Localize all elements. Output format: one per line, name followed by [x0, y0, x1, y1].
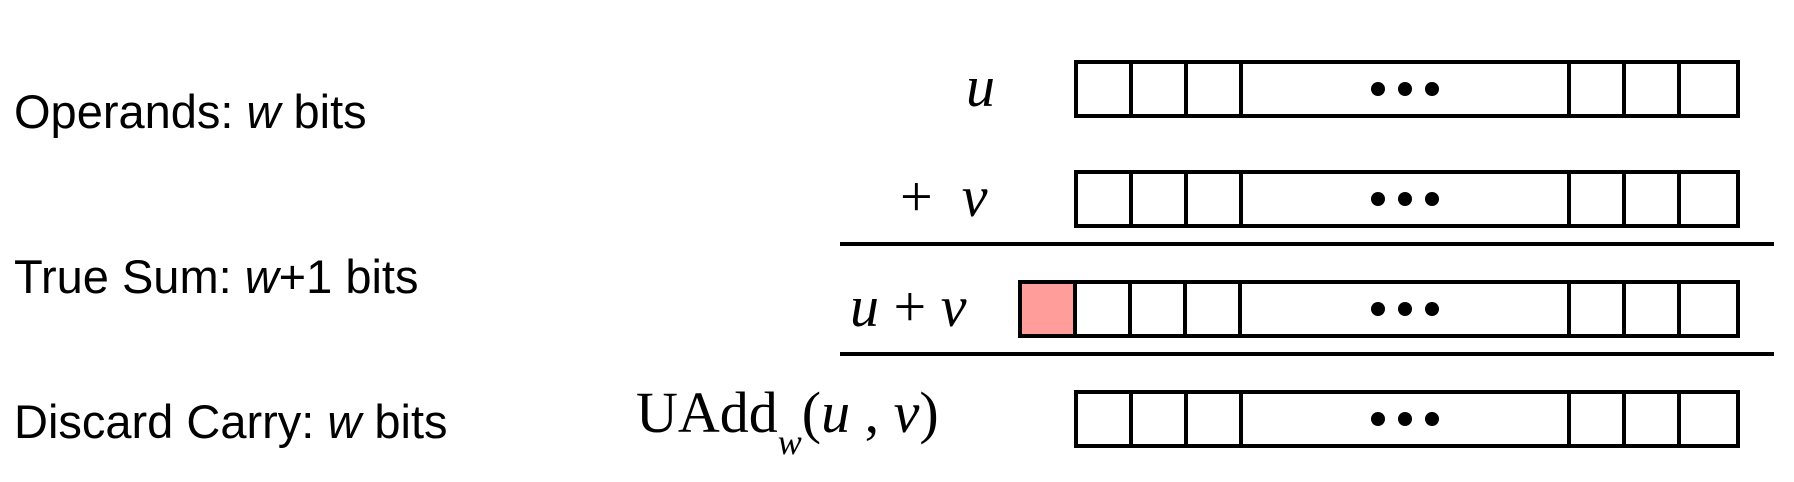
- bit-cell: [1681, 64, 1736, 114]
- bit-cell: [1187, 284, 1242, 334]
- bit-cell: [1078, 394, 1133, 444]
- ellipsis-dot: [1371, 192, 1385, 206]
- bit-cell: [1681, 284, 1736, 334]
- ellipsis-dot: [1370, 302, 1385, 316]
- bit-cell: [1626, 394, 1681, 444]
- bit-cell: [1626, 284, 1681, 334]
- operand-v-bits: [1074, 170, 1740, 228]
- discard-carry-label: Discard Carry: w bits: [14, 395, 448, 448]
- operand-v-expression: + v: [900, 164, 988, 229]
- ellipsis-dot: [1371, 82, 1385, 96]
- true-sum-bits: [1018, 280, 1740, 338]
- bit-cell: [1571, 394, 1626, 444]
- ellipsis-dot: [1425, 192, 1439, 206]
- operands-label: Operands: w bits: [14, 85, 367, 138]
- uadd-expression: UAddw(u , v): [636, 380, 939, 462]
- bit-cell: [1133, 174, 1188, 224]
- true-sum-expression: u + v: [850, 274, 967, 339]
- bit-cell: [1132, 284, 1187, 334]
- ellipsis-dot: [1398, 412, 1412, 426]
- true-sum-label: True Sum: w+1 bits: [14, 250, 419, 303]
- ellipsis-dot: [1425, 82, 1439, 96]
- ellipsis-dot: [1397, 302, 1412, 316]
- bit-cell: [1571, 174, 1626, 224]
- ellipsis-cell: [1243, 64, 1571, 114]
- sum-rule-top: [840, 242, 1774, 246]
- ellipsis-cell: [1243, 394, 1571, 444]
- bit-cell: [1571, 64, 1626, 114]
- ellipsis-dot: [1398, 192, 1412, 206]
- bit-cell: [1188, 394, 1243, 444]
- bit-cell: [1078, 64, 1133, 114]
- ellipsis-dot: [1398, 82, 1412, 96]
- ellipsis-cell: [1243, 174, 1571, 224]
- bit-cell: [1188, 64, 1243, 114]
- operand-u-bits: [1074, 60, 1740, 118]
- bit-cell: [1133, 394, 1188, 444]
- bit-cell: [1626, 174, 1681, 224]
- bit-cell: [1078, 174, 1133, 224]
- sum-rule-bottom: [840, 352, 1774, 356]
- bit-cell: [1571, 284, 1626, 334]
- bit-cell: [1626, 64, 1681, 114]
- bit-cell: [1681, 394, 1736, 444]
- ellipsis-cell: [1242, 284, 1571, 334]
- bit-cell: [1188, 174, 1243, 224]
- carry-bit-cell: [1022, 284, 1077, 334]
- operand-u-expression: u: [966, 54, 995, 119]
- ellipsis-dot: [1425, 412, 1439, 426]
- ellipsis-dot: [1424, 302, 1439, 316]
- ellipsis-dot: [1371, 412, 1385, 426]
- uadd-result-bits: [1074, 390, 1740, 448]
- bit-cell: [1133, 64, 1188, 114]
- bit-cell: [1077, 284, 1132, 334]
- bit-cell: [1681, 174, 1736, 224]
